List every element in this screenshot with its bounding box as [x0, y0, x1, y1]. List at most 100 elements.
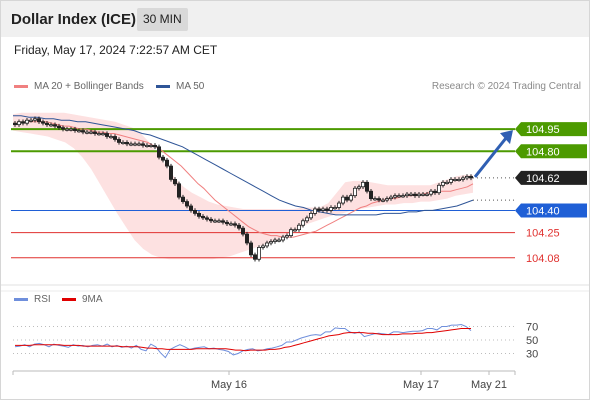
candle-body: [12, 122, 17, 126]
candle-body: [224, 221, 229, 225]
candle-body: [368, 190, 373, 200]
candle-body: [252, 254, 257, 260]
candle-body: [216, 220, 221, 223]
candle-body: [448, 178, 453, 183]
candle-body: [336, 202, 341, 208]
candle-body: [444, 181, 449, 184]
candle-body: [440, 181, 445, 186]
candle-body: [272, 239, 277, 242]
rsi-swatch: [14, 297, 28, 301]
legend-ma50: MA 50: [156, 81, 204, 92]
candle-body: [260, 245, 265, 248]
candle-body: [125, 142, 130, 145]
candle-body: [344, 196, 349, 201]
candle-body: [228, 223, 233, 226]
candle-body: [20, 121, 25, 124]
candle-body: [93, 131, 98, 134]
candle-body: [81, 130, 86, 133]
candle-body: [276, 239, 281, 242]
candle-body: [109, 136, 114, 139]
forecast-arrow-head: [500, 130, 513, 145]
candle-body: [296, 224, 301, 231]
candle-body: [328, 207, 333, 211]
level-tag-104.95: [515, 122, 587, 137]
candle-body: [121, 142, 126, 145]
candle-body: [392, 195, 397, 198]
candle-body: [256, 247, 261, 260]
candle-body: [236, 224, 241, 229]
candle-body: [28, 119, 33, 122]
ma50-swatch: [156, 84, 170, 88]
ma9-swatch: [62, 297, 76, 301]
candle-body: [396, 195, 401, 198]
candle-body: [348, 195, 353, 201]
level-label-104.08: 104.08: [526, 253, 560, 265]
candle-body: [196, 213, 201, 217]
candle-body: [300, 220, 305, 226]
candle-body: [380, 199, 385, 202]
candle-body: [360, 181, 365, 188]
candle-body: [160, 156, 165, 161]
candle-body: [468, 176, 473, 179]
candle-body: [304, 217, 309, 222]
candle-body: [376, 198, 381, 201]
candle-body: [352, 187, 357, 197]
candle-body: [416, 193, 421, 197]
rsi-tick-30: 30: [526, 349, 538, 361]
candle-body: [284, 235, 289, 238]
legend-ma50-label: MA 50: [176, 81, 205, 92]
candle-body: [240, 227, 245, 235]
candle-body: [184, 201, 189, 207]
legend-9ma-label: 9MA: [82, 294, 103, 305]
candle-body: [388, 196, 393, 200]
candle-body: [268, 241, 273, 244]
level-label-104.25: 104.25: [526, 228, 560, 240]
instrument-title: Dollar Index (ICE): [11, 11, 137, 28]
candle-body: [204, 217, 209, 220]
candle-body: [200, 215, 205, 219]
candle-body: [152, 144, 157, 148]
ma20-line: [13, 121, 474, 238]
rsi-tick-50: 50: [526, 335, 538, 347]
candle-body: [113, 136, 118, 140]
candle-body: [384, 198, 389, 201]
candle-body: [156, 146, 161, 158]
legend-rsi-label: RSI: [34, 294, 51, 305]
candle-body: [172, 178, 177, 185]
candle-body: [264, 242, 269, 247]
candle-body: [16, 121, 21, 126]
candle-body: [424, 193, 429, 196]
candle-body: [312, 208, 317, 214]
candle-body: [117, 139, 122, 143]
candle-body: [288, 229, 293, 236]
candle-body: [45, 122, 50, 126]
level-label-104.40: 104.40: [526, 205, 560, 217]
x-label: May 21: [471, 379, 507, 391]
candle-body: [85, 131, 90, 134]
candle-body: [180, 196, 185, 202]
legend-ma20-label: MA 20 + Bollinger Bands: [34, 81, 144, 92]
candle-body: [292, 229, 297, 232]
candle-body: [61, 127, 66, 130]
level-label-104.80: 104.80: [526, 146, 560, 158]
candle-body: [140, 143, 145, 146]
candle-body: [420, 193, 425, 196]
candle-body: [244, 233, 249, 244]
candle-body: [316, 208, 321, 211]
rsi-tick-70: 70: [526, 322, 538, 334]
candle-body: [464, 176, 469, 179]
candle-body: [308, 213, 313, 219]
level-label-104.95: 104.95: [526, 124, 560, 136]
forecast-arrow-shaft: [473, 137, 508, 178]
candle-body: [324, 208, 329, 211]
level-tag-104.62: [515, 170, 587, 185]
timeframe-button[interactable]: 30 MIN: [137, 8, 188, 31]
candle-body: [148, 144, 153, 147]
candle-body: [280, 236, 285, 241]
legend-rsi: RSI: [14, 294, 51, 305]
candle-body: [188, 205, 193, 211]
level-tag-104.80: [515, 144, 587, 159]
candle-body: [432, 190, 437, 194]
candle-body: [136, 143, 141, 146]
